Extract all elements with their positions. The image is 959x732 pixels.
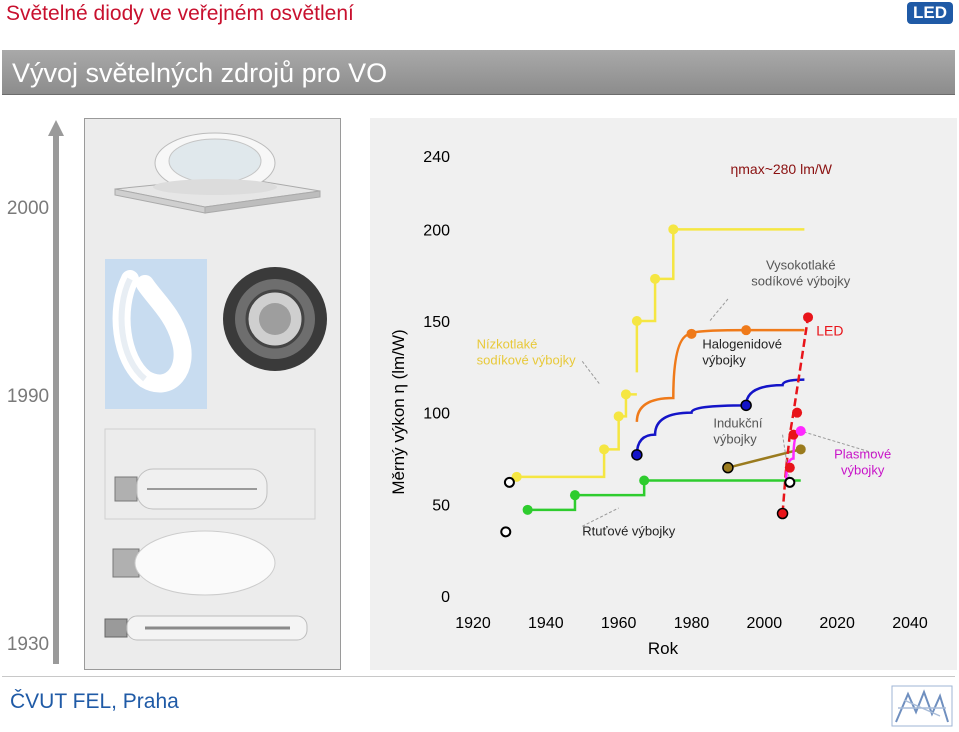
efficacy-chart: Měrný výkon η (lm/W) Rok ηmax~280 lm/W 0… — [389, 149, 928, 658]
dark-marker-1 — [740, 399, 752, 412]
callout-line-1 — [581, 361, 601, 386]
series-line-halogen_blue — [635, 378, 805, 455]
y-tick-labels: 0 50 100 150 200 240 — [423, 149, 450, 606]
x-tick-1940: 1940 — [528, 615, 564, 632]
open-marker-1 — [500, 526, 512, 538]
mercury-lamp-icon — [112, 530, 276, 596]
sodium-tube-lamp-icon — [104, 615, 308, 641]
open-marker-2 — [784, 476, 796, 488]
metal-halide-lamp-icon — [104, 428, 316, 520]
series-line-sodik_nizko — [516, 393, 637, 479]
footer-separator — [2, 676, 955, 677]
led-badge: LED — [907, 2, 953, 24]
timeline-axis — [53, 134, 59, 664]
callout-line-3 — [800, 430, 874, 454]
lamp-illustrations — [104, 132, 327, 641]
callout-line-2 — [782, 434, 791, 483]
plasma-lamp-icon — [223, 267, 327, 371]
lbl_nizko-line-1: sodíkové výbojky — [477, 353, 576, 368]
marker-sodik_nizko-0 — [511, 471, 522, 482]
timeline-label-1930: 1930 — [7, 634, 49, 655]
marker-halogen-0 — [686, 328, 697, 339]
x-tick-1980: 1980 — [674, 615, 710, 632]
top-bar: Světelné diody ve veřejném osvětlení LED — [0, 0, 959, 28]
y-tick-240: 240 — [423, 149, 450, 166]
marker-sodik_nizko-2 — [613, 411, 624, 422]
x-tick-1920: 1920 — [455, 615, 491, 632]
marker-halogen-1 — [741, 325, 752, 336]
marker-led-0 — [784, 462, 795, 473]
dark-marker-2 — [722, 461, 734, 474]
dark-marker-0 — [631, 449, 643, 461]
lbl_plasma-line-1: výbojky — [841, 463, 885, 478]
marker-rtut-0 — [522, 504, 533, 515]
series-lines — [516, 228, 810, 514]
label-callouts — [581, 298, 874, 527]
lbl_rtut-line-0: Rtuťové výbojky — [582, 524, 676, 539]
marker-sodik_vysoko-2 — [668, 224, 679, 235]
callout-line-4 — [582, 507, 619, 527]
timeline: 2000 1990 1930 — [7, 120, 64, 664]
lbl_nizko-line-0: Nízkotlaké — [477, 337, 538, 352]
timeline-label-1990: 1990 — [7, 386, 49, 407]
marker-led-3 — [803, 312, 814, 323]
open-marker-0 — [503, 476, 515, 488]
dark-marker-3 — [776, 507, 789, 520]
y-tick-0: 0 — [441, 589, 450, 606]
eta-max-annotation: ηmax~280 lm/W — [730, 161, 832, 177]
marker-sodik_vysoko-1 — [650, 273, 661, 284]
series-markers — [500, 224, 814, 538]
lbl_vysoko-line-0: Vysokotlaké — [766, 258, 836, 273]
university-logo-icon — [891, 685, 953, 727]
lbl_vysoko-line-1: sodíkové výbojky — [751, 274, 850, 289]
banner-title: Vývoj světelných zdrojů pro VO — [12, 58, 388, 88]
y-axis-label: Měrný výkon η (lm/W) — [389, 329, 408, 494]
x-tick-2000: 2000 — [747, 615, 783, 632]
page-title: Světelné diody ve veřejném osvětlení — [6, 2, 354, 25]
x-tick-2040: 2040 — [892, 615, 928, 632]
timeline-arrow-icon — [48, 120, 64, 136]
marker-sodik_nizko-1 — [599, 444, 610, 455]
y-tick-100: 100 — [423, 406, 450, 423]
led-module-icon — [114, 132, 321, 214]
marker-sodik_nizko-3 — [620, 389, 631, 400]
series-line-rtut — [527, 479, 801, 512]
lbl_plasma-line-0: Plasmové — [834, 447, 891, 462]
y-tick-150: 150 — [423, 314, 450, 331]
x-tick-1960: 1960 — [601, 615, 637, 632]
chart-panel: Měrný výkon η (lm/W) Rok ηmax~280 lm/W 0… — [370, 118, 957, 670]
marker-rtut-2 — [639, 475, 650, 486]
callout-line-0 — [709, 298, 729, 322]
x-tick-2020: 2020 — [819, 615, 855, 632]
lbl_led-line-0: LED — [816, 323, 843, 339]
section-banner: Vývoj světelných zdrojů pro VO — [2, 50, 955, 95]
y-tick-50: 50 — [432, 497, 450, 514]
lbl_halogen-line-0: Halogenidové — [702, 337, 782, 352]
induction-lamp-icon — [105, 259, 207, 409]
lbl_indukce-line-1: výbojky — [713, 431, 757, 446]
lbl_indukce-line-0: Indukční — [713, 415, 763, 430]
x-tick-labels: 1920 1940 1960 1980 2000 2020 2040 — [455, 615, 928, 632]
timeline-label-2000: 2000 — [7, 198, 49, 219]
footer-text: ČVUT FEL, Praha — [10, 690, 179, 713]
lbl_halogen-line-1: výbojky — [702, 353, 746, 368]
marker-plasma-0 — [795, 426, 806, 436]
marker-indukce-0 — [795, 444, 806, 455]
x-axis-label: Rok — [648, 639, 679, 658]
marker-sodik_vysoko-0 — [631, 316, 642, 326]
marker-rtut-1 — [569, 490, 580, 501]
y-tick-200: 200 — [423, 222, 450, 239]
lamp-photo-panel — [84, 118, 341, 670]
marker-led-2 — [792, 407, 803, 418]
